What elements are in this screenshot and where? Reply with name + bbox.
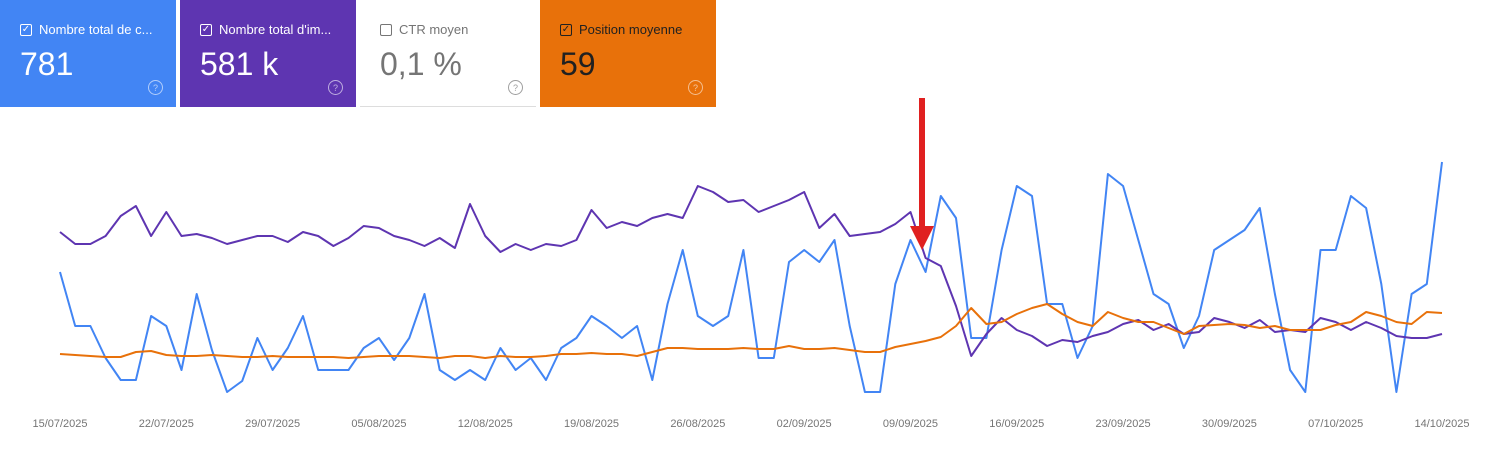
- metric-cards: ✓ Nombre total de c... 781 ? ✓ Nombre tota…: [0, 0, 716, 107]
- checkbox-unchecked-icon[interactable]: [380, 23, 392, 36]
- x-tick-label: 05/08/2025: [351, 418, 406, 430]
- series-line-2: [59, 303, 1443, 359]
- x-tick-label: 23/09/2025: [1096, 418, 1151, 430]
- help-icon[interactable]: ?: [688, 80, 703, 95]
- x-tick-label: 29/07/2025: [245, 418, 300, 430]
- card-impressions[interactable]: ✓ Nombre total d'im... 581 k ?: [180, 0, 356, 107]
- x-tick-label: 15/07/2025: [32, 418, 87, 430]
- x-tick-label: 09/09/2025: [883, 418, 938, 430]
- x-tick-label: 26/08/2025: [670, 418, 725, 430]
- x-tick-label: 30/09/2025: [1202, 418, 1257, 430]
- help-icon[interactable]: ?: [328, 80, 343, 95]
- checkbox-checked-icon[interactable]: ✓: [200, 23, 212, 36]
- checkbox-checked-icon[interactable]: ✓: [20, 23, 32, 36]
- red-arrow-annotation: [910, 98, 934, 250]
- x-tick-label: 14/10/2025: [1414, 418, 1469, 430]
- help-icon[interactable]: ?: [148, 80, 163, 95]
- card-position[interactable]: ✓ Position moyenne 59 ?: [540, 0, 716, 107]
- checkbox-checked-icon[interactable]: ✓: [560, 23, 572, 36]
- x-tick-label: 07/10/2025: [1308, 418, 1363, 430]
- card-value: 581 k: [200, 46, 279, 82]
- x-tick-label: 19/08/2025: [564, 418, 619, 430]
- series-line-0: [59, 161, 1443, 393]
- card-label: CTR moyen: [399, 22, 469, 37]
- card-value: 781: [20, 46, 74, 82]
- x-tick-label: 22/07/2025: [139, 418, 194, 430]
- x-tick-label: 12/08/2025: [458, 418, 513, 430]
- x-tick-label: 16/09/2025: [989, 418, 1044, 430]
- card-label: Position moyenne: [579, 22, 683, 37]
- card-value: 0,1 %: [380, 46, 462, 82]
- card-label: Nombre total de c...: [39, 22, 153, 37]
- card-label: Nombre total d'im...: [219, 22, 332, 37]
- card-ctr[interactable]: CTR moyen 0,1 % ?: [360, 0, 536, 107]
- series-line-1: [59, 185, 1443, 357]
- card-clicks[interactable]: ✓ Nombre total de c... 781 ?: [0, 0, 176, 107]
- x-tick-label: 02/09/2025: [777, 418, 832, 430]
- card-value: 59: [560, 46, 596, 82]
- help-icon[interactable]: ?: [508, 80, 523, 95]
